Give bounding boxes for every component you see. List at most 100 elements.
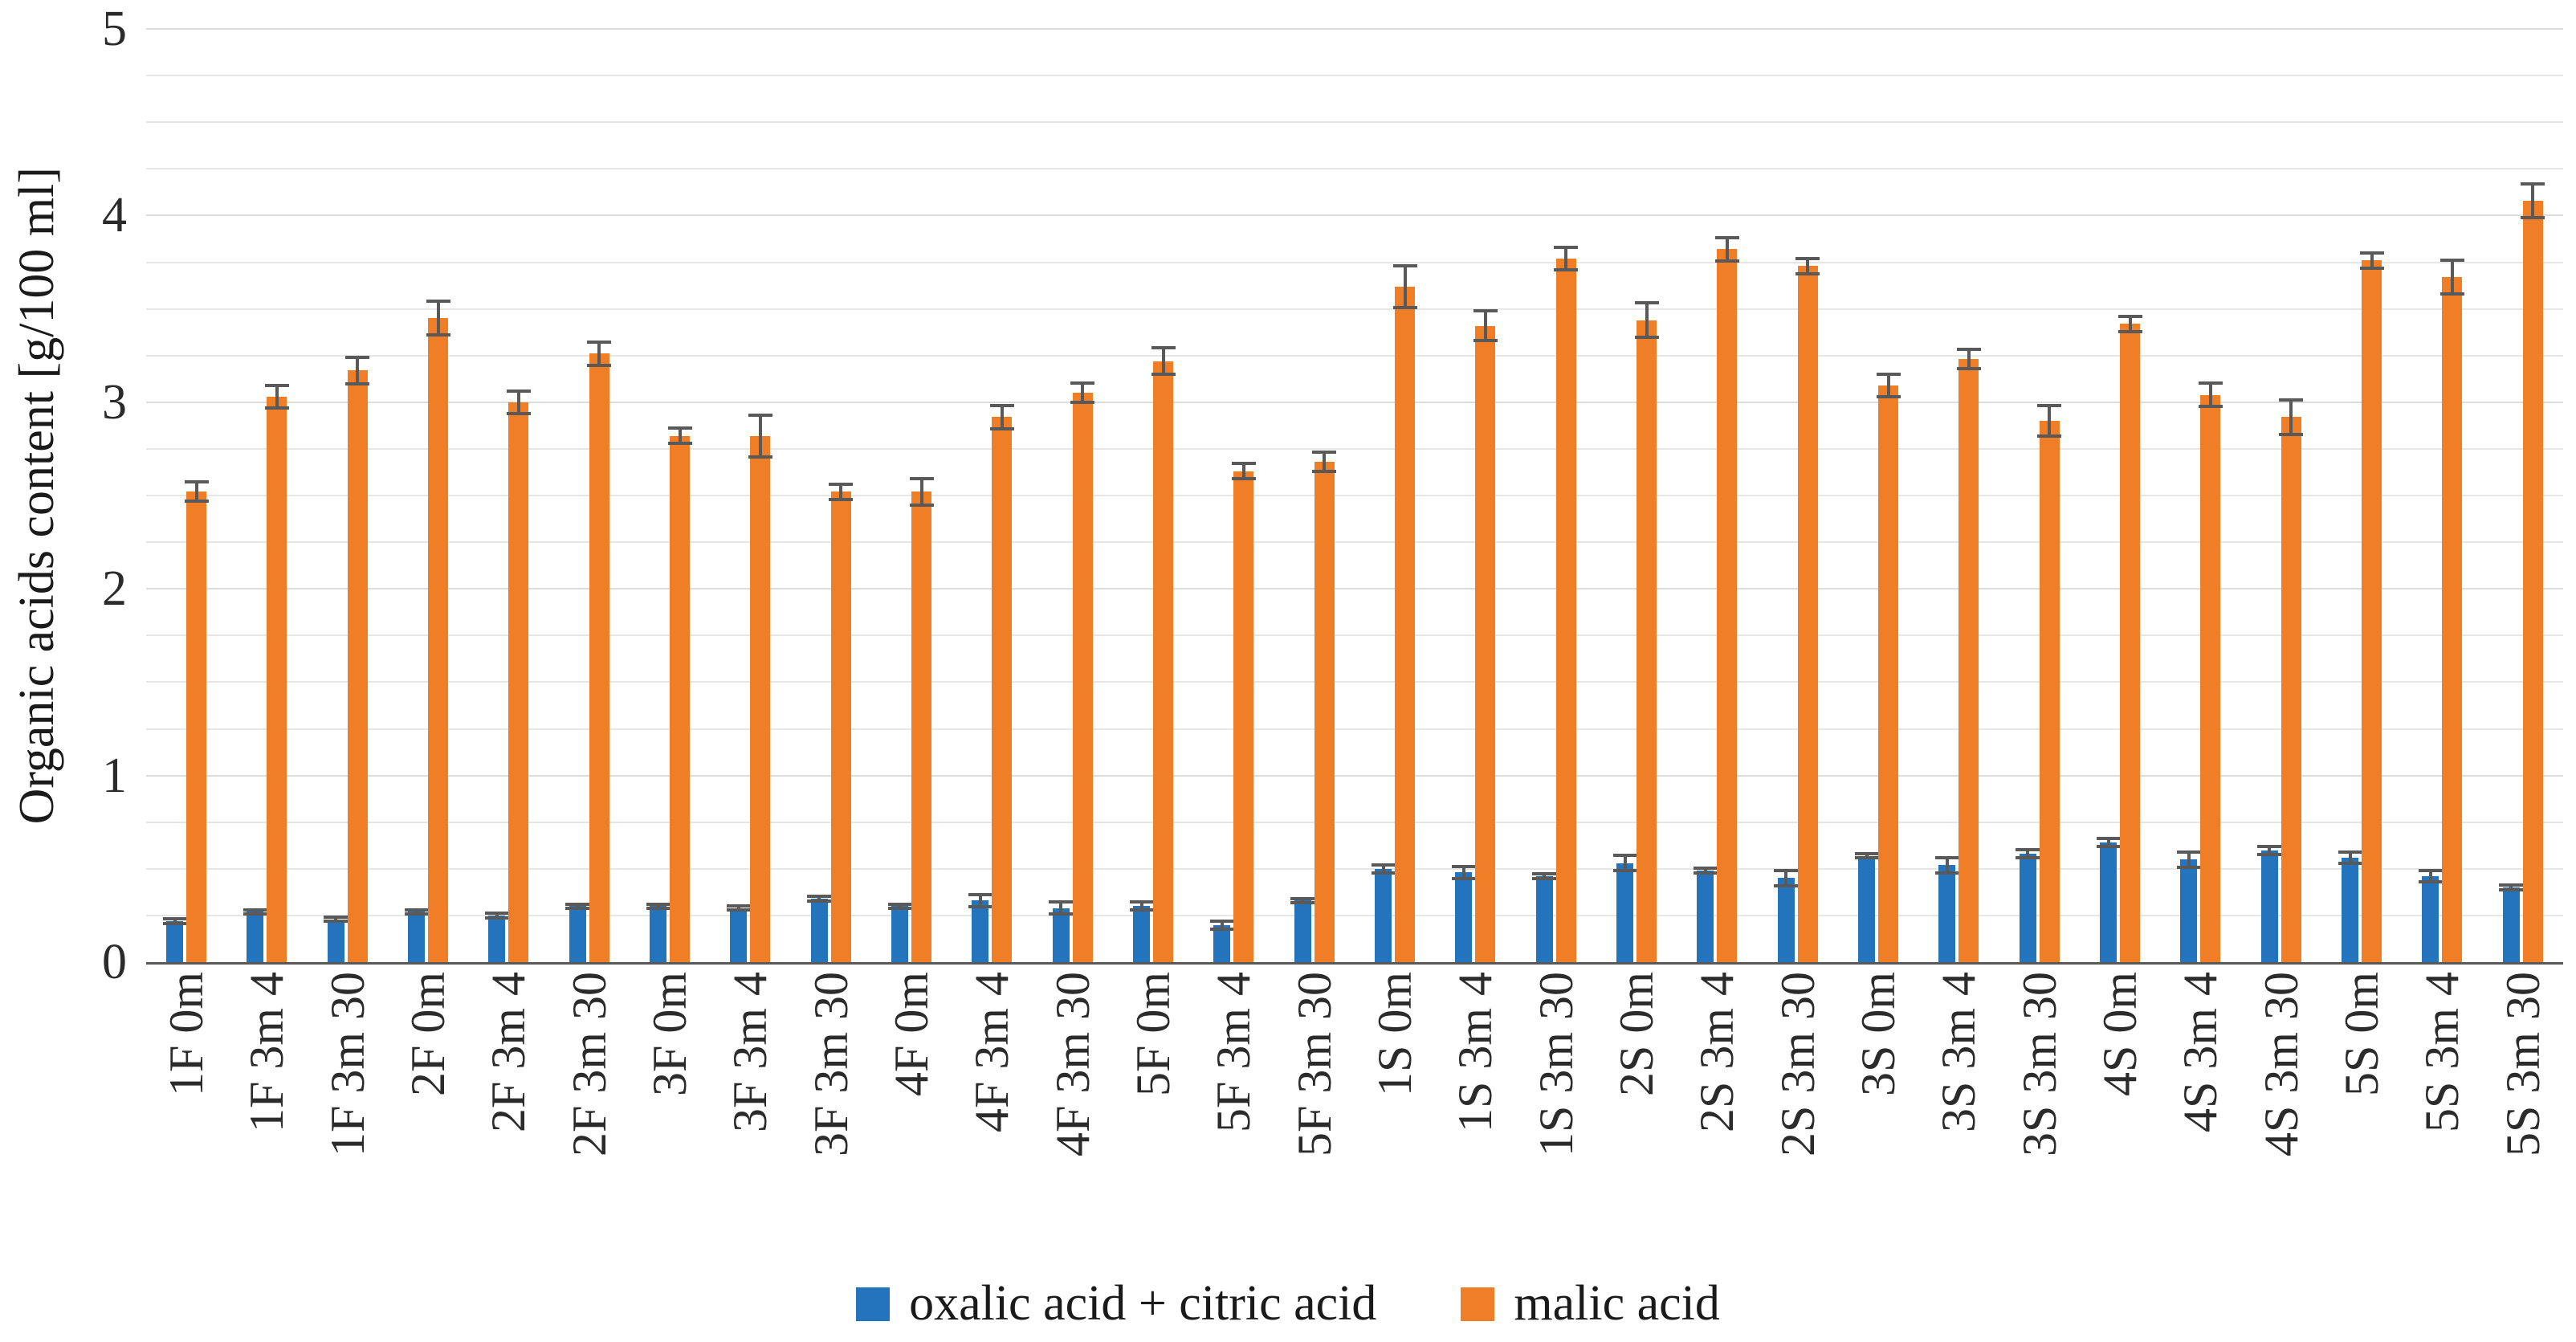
error-bar-part: [1231, 477, 1256, 481]
legend-item-oxalic-citric: oxalic acid + citric acid: [856, 1275, 1376, 1332]
x-label-cell: 3S 3m 30: [1999, 972, 2080, 1279]
bar-oxalic-citric: [2096, 837, 2121, 962]
error-bar-part: [1371, 863, 1396, 867]
error-bar-part: [1312, 470, 1337, 474]
error-bar-part: [587, 341, 612, 345]
error-bar-part: [2106, 837, 2110, 849]
x-label: 4S 3m 4: [2174, 972, 2228, 1133]
error-bar-part: [678, 426, 682, 446]
x-label: 2F 3m 30: [562, 972, 616, 1157]
x-label: 4F 0m: [885, 972, 939, 1097]
error-bar-part: [2499, 887, 2524, 891]
bar-group: [2080, 29, 2160, 962]
x-label: 4F 3m 30: [1045, 972, 1099, 1157]
bar-oxalic-citric: [404, 908, 429, 962]
bar-malic: [2279, 398, 2304, 962]
error-bar-part: [2176, 850, 2201, 854]
error-bar-part: [736, 904, 740, 912]
error-bar-part: [1703, 867, 1707, 875]
error-bar-part: [1151, 346, 1176, 350]
error-bar-part: [404, 908, 429, 912]
error-bar-part: [1129, 900, 1154, 904]
error-bar-part: [909, 476, 934, 480]
error-bar-part: [978, 893, 982, 908]
bar-malic: [506, 389, 531, 962]
error-bar-part: [968, 904, 992, 908]
gridline: [146, 681, 2563, 683]
x-label-cell: 1F 3m 4: [226, 972, 307, 1279]
error-bar-part: [2268, 844, 2272, 856]
error-bar-part: [1634, 335, 1659, 339]
error-bar-part: [345, 381, 370, 385]
error-bar-part: [436, 300, 440, 337]
error-bar-part: [2037, 404, 2062, 408]
error-bar-part: [1934, 871, 1959, 875]
error-bar-part: [1161, 346, 1165, 377]
error-bar-part: [1945, 855, 1949, 875]
error-bar-part: [1554, 268, 1579, 272]
error-bar-part: [1290, 900, 1315, 904]
gridline: [146, 28, 2563, 30]
error-bar-part: [2026, 848, 2030, 860]
error-bar-part: [1612, 869, 1637, 873]
error-bar-part: [2257, 844, 2282, 848]
error-bar-part: [404, 912, 429, 916]
bar-malic: [1231, 462, 1256, 962]
error-bar-part: [909, 503, 934, 507]
x-label-cell: 1S 3m 4: [1435, 972, 1515, 1279]
bar-oxalic-citric: [2418, 868, 2443, 962]
x-label: 5F 3m 30: [1287, 972, 1341, 1157]
bar-malic: [1070, 381, 1095, 962]
bar-oxalic-citric: [1612, 854, 1637, 962]
error-bar-part: [1532, 872, 1557, 876]
error-bar-part: [1645, 301, 1649, 339]
error-bar-part: [1070, 381, 1095, 385]
error-bar-part: [1139, 900, 1143, 912]
error-bar-part: [1693, 867, 1718, 871]
bar-group: [1516, 29, 1596, 962]
error-bar-part: [1312, 451, 1337, 455]
error-bar-part: [597, 341, 601, 367]
x-label-cell: 5F 3m 4: [1193, 972, 1274, 1279]
error-bar-part: [184, 480, 209, 484]
error-bar-part: [726, 908, 751, 912]
error-bar-part: [1081, 381, 1085, 405]
gridline: [146, 914, 2563, 916]
error-bar-part: [426, 300, 450, 303]
bar-oxalic-citric: [2338, 850, 2362, 962]
error-bar-part: [1049, 900, 1074, 904]
error-bar-part: [275, 383, 279, 410]
error-bar-part: [2289, 398, 2293, 436]
error-bar-part: [2279, 432, 2304, 436]
bar-oxalic-citric: [1451, 865, 1476, 962]
bar-oxalic-citric: [1129, 900, 1154, 962]
error-bar-part: [2348, 850, 2352, 866]
error-bar-part: [1323, 451, 1327, 474]
error-bar-part: [1612, 854, 1637, 858]
error-bar-part: [2531, 182, 2535, 220]
error-bar-part: [2257, 852, 2282, 856]
error-bar-part: [1784, 868, 1788, 888]
error-bar-part: [1623, 854, 1627, 873]
bar-malic: [1312, 451, 1337, 962]
bar-group: [308, 29, 388, 962]
x-label-cell: 2S 0m: [1596, 972, 1677, 1279]
error-bar-part: [2187, 850, 2191, 869]
x-label: 1S 3m 30: [1529, 972, 1583, 1157]
x-label-cell: 3S 0m: [1838, 972, 1918, 1279]
bars-layer: [146, 29, 2563, 962]
bar-oxalic-citric: [1934, 855, 1959, 962]
error-bar-part: [1956, 348, 1981, 352]
gridline: [146, 495, 2563, 496]
x-label-cell: 4S 0m: [2080, 972, 2160, 1279]
error-bar-part: [1554, 245, 1579, 249]
bar-group: [1355, 29, 1435, 962]
error-bar-part: [1151, 373, 1176, 377]
error-bar-part: [1483, 308, 1487, 343]
gridline: [146, 728, 2563, 730]
bar-oxalic-citric: [324, 915, 348, 962]
error-bar-part: [2338, 850, 2362, 854]
error-bar-part: [2128, 314, 2132, 333]
error-bar-part: [656, 902, 660, 910]
error-bar-part: [2208, 381, 2212, 408]
